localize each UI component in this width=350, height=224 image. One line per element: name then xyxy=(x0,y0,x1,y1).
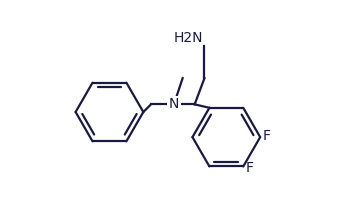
Text: F: F xyxy=(245,161,253,174)
Text: H2N: H2N xyxy=(174,31,203,45)
Text: N: N xyxy=(169,97,179,111)
Text: F: F xyxy=(262,129,271,143)
